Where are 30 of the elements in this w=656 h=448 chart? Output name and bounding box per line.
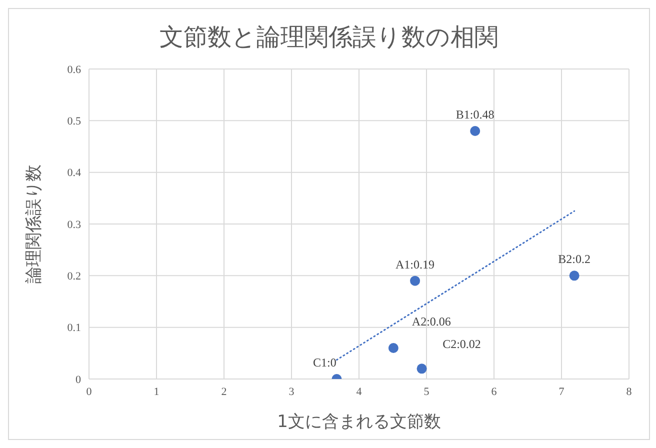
y-tick-label: 0.1 [67,322,81,334]
data-label: C1:0 [313,355,336,370]
x-tick-label: 1 [154,386,160,398]
y-axis-title: 論理関係誤り数 [24,164,44,284]
x-tick-label: 4 [356,386,362,398]
x-tick-label: 7 [558,386,565,398]
y-tick-label: 0.2 [67,270,81,283]
chart-title: 文節数と論理関係誤り数の相関 [158,22,500,53]
point [388,343,398,353]
data-label: B2:0.2 [558,252,590,266]
data-label: A1:0.19 [396,257,435,272]
data-label: A2:0.06 [412,314,451,328]
x-tick-label: 5 [424,386,430,398]
y-tick-label: 0.3 [67,218,82,231]
x-tick-label: 3 [288,386,295,398]
x-tick-label: 0 [86,386,92,398]
y-tick-label: 0.4 [67,167,82,180]
x-tick-label: 6 [491,386,498,398]
point [410,276,420,286]
x-tick-label: 8 [626,386,632,398]
x-axis-title: 1文に含まれる文節数 [277,412,441,432]
data-label: C2:0.02 [442,337,481,352]
point [416,364,427,374]
point [569,270,580,281]
y-tick-label: 0.5 [67,116,82,128]
y-tick-label: 0 [76,374,82,386]
y-tick-label: 0.6 [67,64,82,76]
x-tick-label: 2 [221,386,227,398]
point [470,126,480,136]
data-label: B1:0.48 [456,107,494,122]
